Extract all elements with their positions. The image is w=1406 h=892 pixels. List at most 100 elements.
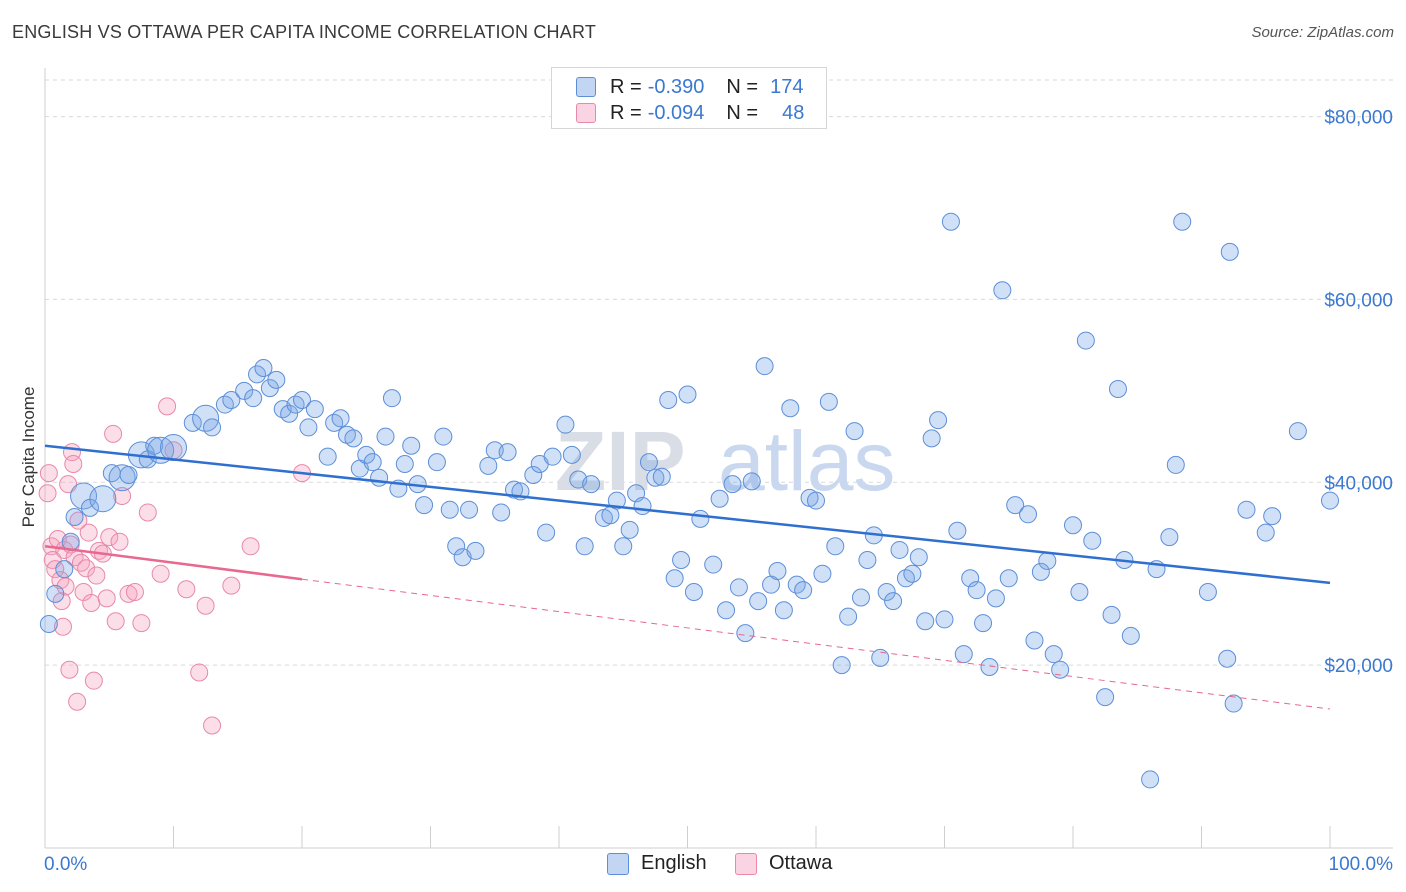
english-point [286, 395, 305, 414]
english-point [858, 551, 877, 569]
english-point [203, 418, 222, 437]
english-point [614, 537, 633, 556]
english-point [755, 357, 774, 376]
english-point [1096, 688, 1115, 707]
english-point [1321, 491, 1339, 510]
english-point [1288, 422, 1307, 441]
english-point [382, 389, 401, 408]
ottawa-trend-extension [301, 578, 1331, 710]
english-point [415, 496, 434, 515]
english-point [1070, 583, 1089, 601]
english-point [1108, 380, 1127, 399]
english-point [659, 391, 678, 409]
ottawa-point [241, 537, 260, 556]
english-point [119, 465, 138, 484]
english-point [723, 475, 742, 494]
ottawa-point [222, 576, 241, 595]
legend-n-label: N = [726, 101, 759, 124]
english-point [935, 610, 954, 629]
english-point [819, 392, 838, 411]
english-point [1076, 331, 1095, 350]
ottawa-point [97, 589, 116, 608]
english-point [244, 389, 263, 408]
english-point [974, 614, 993, 633]
english-point [1224, 694, 1243, 713]
english-point [665, 569, 684, 588]
legend-row-english: R = -0.390 N = 174 [576, 74, 803, 100]
english-point [704, 555, 723, 574]
ottawa-point [104, 424, 123, 443]
english-point [479, 456, 498, 475]
legend-r-label: R = [610, 75, 642, 98]
ottawa-trend-line [44, 545, 303, 581]
english-point [235, 381, 254, 400]
english-point [691, 509, 710, 528]
ottawa-point [138, 503, 157, 522]
english-point [55, 560, 74, 579]
ottawa-point [60, 660, 79, 679]
english-point [877, 583, 896, 601]
english-point [331, 409, 350, 428]
english-point [1166, 455, 1185, 474]
english-swatch [607, 852, 629, 875]
legend-n-value: 174 [770, 75, 804, 98]
english-point [1019, 505, 1038, 524]
english-point [299, 418, 318, 437]
ottawa-point [77, 559, 96, 578]
english-point [160, 434, 187, 462]
english-point [1064, 516, 1082, 535]
chart-title: ENGLISH VS OTTAWA PER CAPITA INCOME CORR… [12, 22, 597, 42]
english-point [922, 429, 941, 448]
ottawa-point [100, 528, 119, 547]
english-point [543, 447, 562, 466]
ottawa-point [125, 583, 144, 601]
english-point [89, 485, 117, 513]
english-point [845, 422, 864, 441]
correlation-legend: R = -0.390 N = 174 R = -0.094 N = 48 [551, 67, 827, 129]
english-point [1121, 626, 1140, 645]
ottawa-swatch [735, 852, 757, 875]
english-point [440, 500, 459, 519]
english-point [999, 569, 1018, 588]
english-point [954, 645, 973, 664]
y-tick-label: $40,000 [1324, 473, 1393, 494]
tick-labels: $20,000 $40,000 $60,000 $80,000 0.0% 100.0% [44, 108, 1393, 875]
trend-lines [44, 444, 1331, 710]
ottawa-point [38, 484, 57, 503]
ottawa-point [151, 564, 170, 583]
english-point [1198, 583, 1217, 601]
legend-row-ottawa: R = -0.094 N = 48 [576, 100, 804, 126]
legend-item-ottawa[interactable]: Ottawa [735, 852, 832, 875]
english-point [929, 411, 948, 430]
legend-n-value: 48 [782, 101, 805, 124]
english-point [807, 491, 825, 510]
english-point [1031, 562, 1050, 581]
english-point [46, 584, 65, 603]
english-point [941, 212, 960, 231]
english-point [749, 592, 768, 611]
english-swatch [576, 77, 596, 97]
english-trend-line [44, 444, 1331, 585]
x-tick-label: 0.0% [44, 854, 87, 875]
english-point [1038, 551, 1057, 570]
english-point [1044, 645, 1063, 664]
axes [44, 68, 1393, 849]
english-point [794, 581, 813, 600]
english-point [344, 429, 363, 448]
english-point [1218, 649, 1237, 668]
english-point [607, 491, 626, 510]
ottawa-point [59, 475, 78, 494]
english-point [710, 489, 729, 508]
ottawa-point [196, 596, 215, 615]
ottawa-point [68, 692, 87, 711]
english-point [1173, 212, 1192, 231]
english-point [903, 564, 922, 583]
english-point [896, 569, 915, 588]
ottawa-point [52, 592, 71, 611]
english-point [192, 404, 220, 432]
english-point [851, 588, 870, 607]
ottawa-point [39, 464, 58, 483]
english-point [1083, 531, 1102, 550]
ottawa-point [113, 487, 132, 505]
legend-item-english[interactable]: English [607, 852, 707, 875]
